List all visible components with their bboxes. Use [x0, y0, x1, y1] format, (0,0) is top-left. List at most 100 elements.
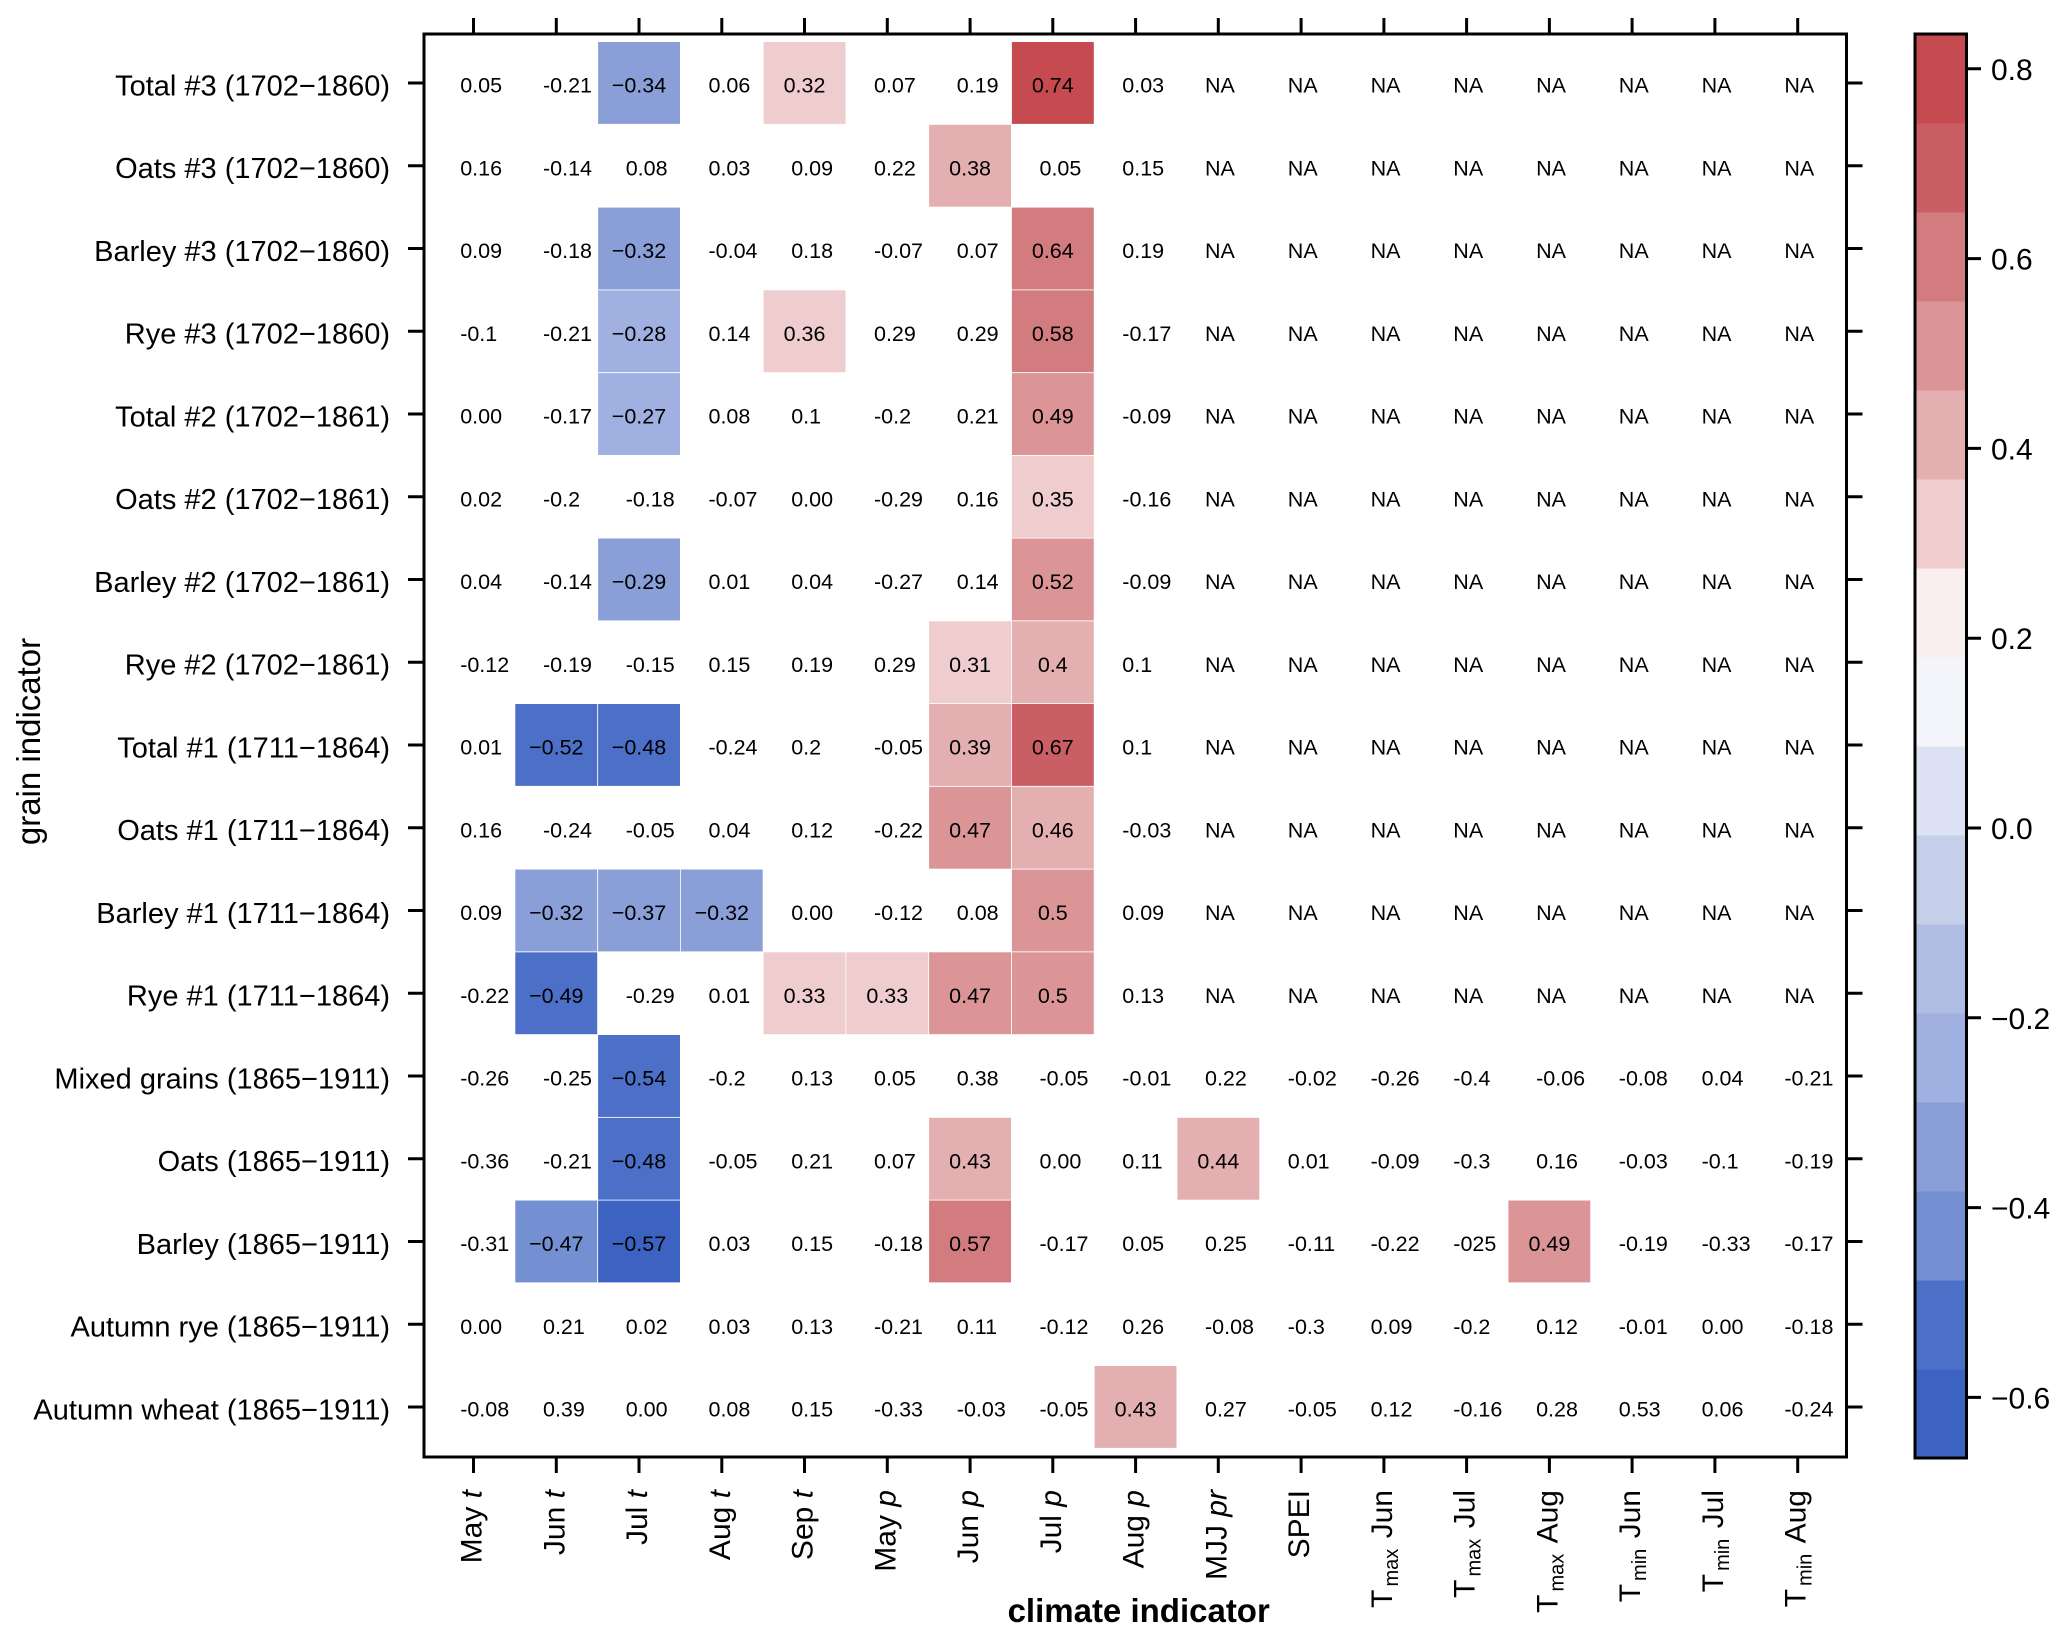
svg-text:0.1: 0.1: [1122, 736, 1152, 760]
svg-text:NA: NA: [1702, 819, 1733, 843]
svg-text:0.14: 0.14: [709, 322, 751, 346]
svg-text:0.05: 0.05: [1122, 1232, 1164, 1256]
svg-text:0.15: 0.15: [791, 1232, 833, 1256]
svg-text:NA: NA: [1205, 653, 1236, 677]
svg-text:NA: NA: [1453, 819, 1484, 843]
svg-text:NA: NA: [1536, 570, 1567, 594]
svg-text:grain indicator: grain indicator: [10, 638, 47, 845]
svg-text:-0.2: -0.2: [543, 487, 580, 511]
svg-text:0.33: 0.33: [866, 984, 908, 1008]
svg-text:0.47: 0.47: [949, 819, 991, 843]
svg-text:NA: NA: [1702, 487, 1733, 511]
svg-text:-0.05: -0.05: [709, 1150, 758, 1174]
svg-text:0.03: 0.03: [709, 1232, 751, 1256]
svg-text:NA: NA: [1619, 984, 1650, 1008]
svg-text:−0.29: −0.29: [612, 570, 666, 594]
svg-text:NA: NA: [1784, 984, 1815, 1008]
svg-text:0.32: 0.32: [784, 74, 826, 98]
svg-text:NA: NA: [1784, 570, 1815, 594]
svg-text:−0.6: −0.6: [1991, 1382, 2050, 1415]
svg-text:NA: NA: [1619, 156, 1650, 180]
svg-text:NA: NA: [1702, 156, 1733, 180]
svg-text:0.01: 0.01: [460, 736, 502, 760]
svg-text:Tmin Aug: Tmin Aug: [1780, 1490, 1817, 1607]
svg-text:-0.21: -0.21: [543, 74, 592, 98]
svg-text:SPEI: SPEI: [1283, 1490, 1316, 1558]
svg-text:0.29: 0.29: [957, 322, 999, 346]
svg-text:Aug t: Aug t: [704, 1488, 737, 1560]
svg-text:0.21: 0.21: [543, 1315, 585, 1339]
svg-text:NA: NA: [1371, 322, 1402, 346]
svg-text:0.31: 0.31: [949, 653, 991, 677]
svg-text:-0.08: -0.08: [1619, 1067, 1668, 1091]
svg-text:NA: NA: [1371, 653, 1402, 677]
svg-text:NA: NA: [1288, 901, 1319, 925]
svg-text:−0.57: −0.57: [612, 1232, 666, 1256]
svg-text:NA: NA: [1371, 984, 1402, 1008]
svg-text:-0.01: -0.01: [1619, 1315, 1668, 1339]
svg-text:Mixed grains (1865−1911): Mixed grains (1865−1911): [54, 1063, 390, 1095]
svg-text:0.22: 0.22: [874, 156, 916, 180]
svg-text:0.11: 0.11: [957, 1315, 997, 1339]
svg-text:-0.16: -0.16: [1453, 1398, 1502, 1422]
svg-text:0.2: 0.2: [791, 736, 821, 760]
svg-text:0.36: 0.36: [784, 322, 826, 346]
svg-text:0.6: 0.6: [1991, 244, 2033, 277]
svg-text:0.01: 0.01: [709, 570, 751, 594]
svg-text:-0.08: -0.08: [460, 1398, 509, 1422]
svg-text:NA: NA: [1371, 487, 1402, 511]
svg-text:0.07: 0.07: [874, 1150, 916, 1174]
svg-text:0.00: 0.00: [460, 1315, 502, 1339]
svg-text:0.46: 0.46: [1032, 819, 1074, 843]
svg-text:-0.14: -0.14: [543, 570, 592, 594]
svg-text:NA: NA: [1536, 322, 1567, 346]
svg-text:-0.08: -0.08: [1205, 1315, 1254, 1339]
svg-text:NA: NA: [1205, 901, 1236, 925]
svg-text:-0.12: -0.12: [874, 901, 923, 925]
svg-text:May t: May t: [456, 1488, 489, 1563]
svg-text:Total #2 (1702−1861): Total #2 (1702−1861): [115, 401, 390, 433]
svg-text:Barley #2 (1702−1861): Barley #2 (1702−1861): [94, 567, 390, 599]
svg-text:0.01: 0.01: [1288, 1150, 1330, 1174]
svg-text:−0.34: −0.34: [612, 74, 666, 98]
svg-text:-0.19: -0.19: [1619, 1232, 1668, 1256]
svg-text:0.05: 0.05: [1040, 156, 1082, 180]
svg-text:NA: NA: [1453, 653, 1484, 677]
svg-text:NA: NA: [1619, 239, 1650, 263]
svg-text:0.07: 0.07: [874, 74, 916, 98]
svg-text:0.19: 0.19: [791, 653, 833, 677]
svg-text:May p: May p: [869, 1490, 902, 1572]
svg-text:-0.3: -0.3: [1288, 1315, 1325, 1339]
svg-text:NA: NA: [1536, 819, 1567, 843]
svg-text:-0.17: -0.17: [543, 405, 592, 429]
svg-text:0.22: 0.22: [1205, 1067, 1247, 1091]
svg-text:-0.33: -0.33: [1702, 1232, 1751, 1256]
svg-text:0.04: 0.04: [791, 570, 833, 594]
svg-text:-0.04: -0.04: [709, 239, 758, 263]
svg-text:NA: NA: [1371, 239, 1402, 263]
svg-text:−0.54: −0.54: [612, 1067, 666, 1091]
svg-text:−0.32: −0.32: [529, 901, 583, 925]
svg-text:0.04: 0.04: [709, 819, 751, 843]
svg-text:0.08: 0.08: [626, 156, 668, 180]
svg-text:NA: NA: [1453, 570, 1484, 594]
svg-text:-0.29: -0.29: [874, 487, 923, 511]
svg-text:-0.17: -0.17: [1784, 1232, 1833, 1256]
svg-text:-0.07: -0.07: [709, 487, 758, 511]
svg-text:−0.48: −0.48: [612, 1150, 666, 1174]
svg-text:0.09: 0.09: [791, 156, 833, 180]
svg-text:0.28: 0.28: [1536, 1398, 1578, 1422]
svg-text:0.39: 0.39: [543, 1398, 585, 1422]
svg-text:NA: NA: [1453, 405, 1484, 429]
svg-text:NA: NA: [1205, 74, 1236, 98]
svg-text:-0.19: -0.19: [543, 653, 592, 677]
svg-text:0.43: 0.43: [949, 1150, 991, 1174]
svg-text:-0.1: -0.1: [1702, 1150, 1739, 1174]
svg-text:-0.09: -0.09: [1122, 405, 1171, 429]
svg-text:NA: NA: [1205, 984, 1236, 1008]
svg-text:0.29: 0.29: [874, 653, 916, 677]
svg-text:NA: NA: [1784, 156, 1815, 180]
svg-text:NA: NA: [1288, 405, 1319, 429]
svg-text:0.21: 0.21: [957, 405, 999, 429]
svg-text:Autumn rye (1865−1911): Autumn rye (1865−1911): [71, 1312, 390, 1344]
